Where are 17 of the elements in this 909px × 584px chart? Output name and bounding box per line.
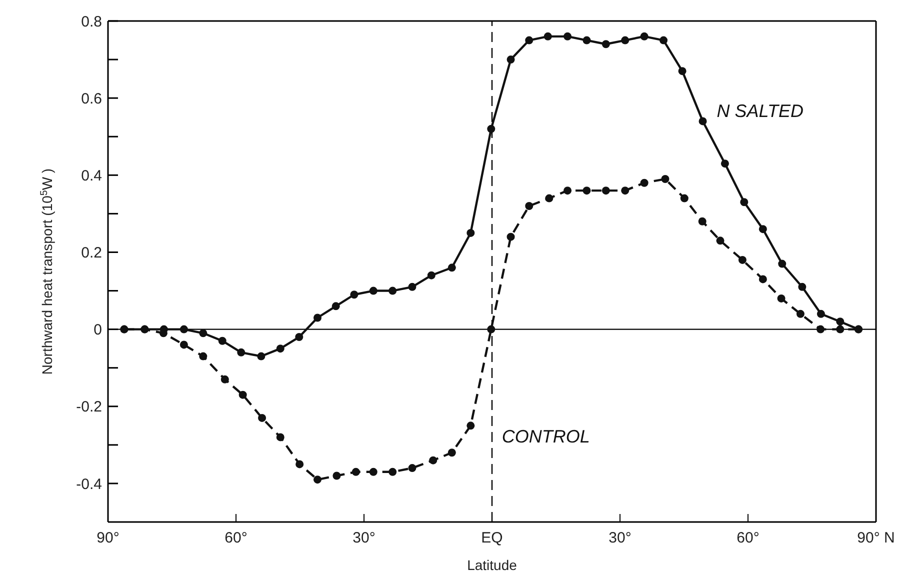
y-tick-label: 0.2 bbox=[81, 244, 102, 262]
x-tick-label: 60° bbox=[224, 530, 248, 547]
x-tick-label: 30° bbox=[352, 530, 376, 547]
x-axis-title: Latitude bbox=[467, 557, 518, 573]
y-tick-label: 0.8 bbox=[81, 13, 102, 30]
y-tick-label: -0.2 bbox=[76, 398, 102, 416]
x-tick-label: 90° N bbox=[857, 530, 895, 547]
x-tick-label: 90° bbox=[96, 530, 120, 547]
x-tick-label: 30° bbox=[608, 530, 632, 547]
y-tick-label: 0 bbox=[94, 322, 102, 339]
series-label: N SALTED bbox=[716, 101, 804, 122]
x-tick-label: 60° bbox=[736, 530, 760, 547]
series-label: CONTROL bbox=[502, 426, 590, 447]
y-tick-label: -0.4 bbox=[76, 476, 102, 493]
y-tick-label: 0.6 bbox=[81, 90, 102, 108]
x-tick-label: EQ bbox=[481, 530, 503, 547]
y-tick-label: 0.4 bbox=[81, 167, 102, 184]
